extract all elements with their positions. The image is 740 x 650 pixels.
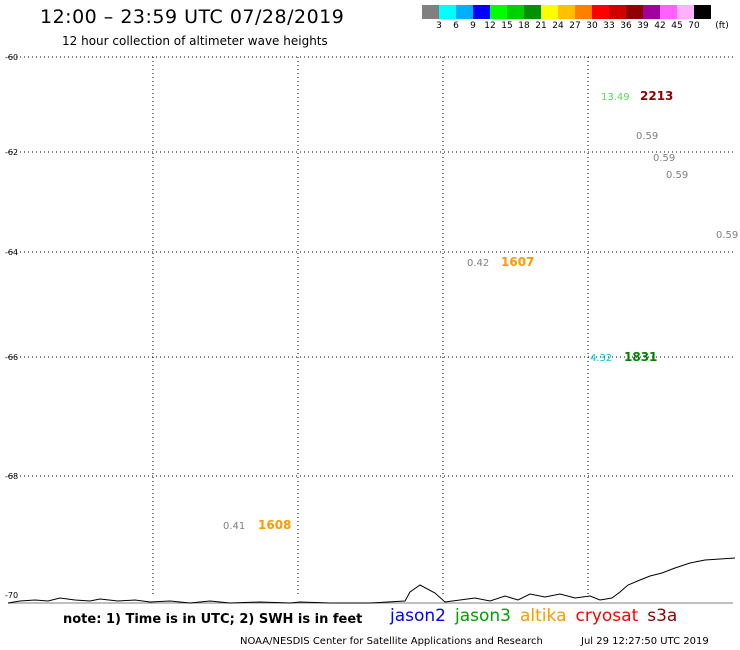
legend-tick-label: 27 [569,21,581,31]
latitude-label: -64 [5,248,18,257]
legend-swatch [456,5,473,19]
satellite-s3a: s3a [647,606,678,626]
satellite-jason2: jason2 [390,606,446,626]
legend-tick-label: 3 [436,21,442,31]
legend-tick-label: 33 [603,21,615,31]
legend-swatch [439,5,456,19]
legend-swatch [524,5,541,19]
chart-title: 12:00 – 23:59 UTC 07/28/2019 [40,6,345,28]
map-plot: -60-62-64-66-68-7003691215 13.4922130.59… [5,53,738,604]
observation-time-label: 2213 [640,89,673,103]
swh-value-label: 0.59 [716,230,738,241]
legend-tick-label: 70 [688,21,700,31]
legend-tick-label: 18 [518,21,530,31]
satellite-legend: jason2 jason3 altika cryosat s3a [390,606,686,626]
observation-labels: 13.49 2213 0.59 0.59 0.59 0.59 0.42 1607 4.32 183… [223,89,738,532]
legend-swatch [643,5,660,19]
legend-swatch [609,5,626,19]
legend-unit: (ft) [715,21,729,31]
swh-value-label: 0.42 [467,258,489,269]
legend-ticks: 3 6 9 12 15 18 21 24 27 30 33 36 39 42 45 70 (ft) [422,21,740,35]
legend-swatch [575,5,592,19]
legend-tick-label: 24 [552,21,564,31]
color-legend: 3 6 9 12 15 18 21 24 27 30 33 36 39 42 45 70 (ft) [422,5,729,31]
swh-value-label: 4.32 [590,353,612,364]
legend-swatch [626,5,643,19]
observation-time-label: 1608 [258,518,291,532]
legend-tick-label: 36 [620,21,632,31]
legend-tick-label: 42 [654,21,666,31]
swh-value-label: 0.41 [223,521,245,532]
swh-value-label: 0.59 [666,170,688,181]
legend-tick-label: 45 [671,21,683,31]
chart-subtitle: 12 hour collection of altimeter wave hei… [62,34,328,48]
satellite-jason3: jason3 [455,606,511,626]
swh-value-label: 0.59 [653,153,675,164]
legend-swatches [422,5,711,19]
lat-lon-grid: -60-62-64-66-68-7003691215 [5,53,733,604]
legend-tick-label: 21 [535,21,547,31]
legend-swatch [660,5,677,19]
credit-text: NOAA/NESDIS Center for Satellite Applica… [240,636,543,647]
legend-swatch [507,5,524,19]
swh-value-label: 13.49 [601,92,630,103]
generated-timestamp: Jul 29 12:27:50 UTC 2019 [581,636,709,647]
legend-swatch [592,5,609,19]
legend-swatch [694,5,711,19]
latitude-label: -68 [5,472,18,481]
observation-time-label: 1607 [501,255,534,269]
legend-swatch [677,5,694,19]
legend-tick-label: 15 [501,21,513,31]
latitude-label: -62 [5,148,18,157]
legend-swatch [490,5,507,19]
legend-tick-label: 30 [586,21,598,31]
legend-swatch [473,5,490,19]
legend-swatch [558,5,575,19]
satellite-altika: altika [520,606,567,626]
legend-tick-label: 12 [484,21,496,31]
legend-swatch [422,5,439,19]
coastline [7,557,736,604]
legend-tick-label: 9 [470,21,476,31]
satellite-cryosat: cryosat [575,606,639,626]
latitude-label: -60 [5,53,18,62]
legend-tick-label: 39 [637,21,649,31]
legend-swatch [541,5,558,19]
latitude-label: -66 [5,353,18,362]
latitude-label: -70 [5,591,18,600]
swh-value-label: 0.59 [636,131,658,142]
legend-tick-label: 6 [453,21,459,31]
observation-time-label: 1831 [624,350,657,364]
units-note: note: 1) Time is in UTC; 2) SWH is in fe… [63,612,363,627]
